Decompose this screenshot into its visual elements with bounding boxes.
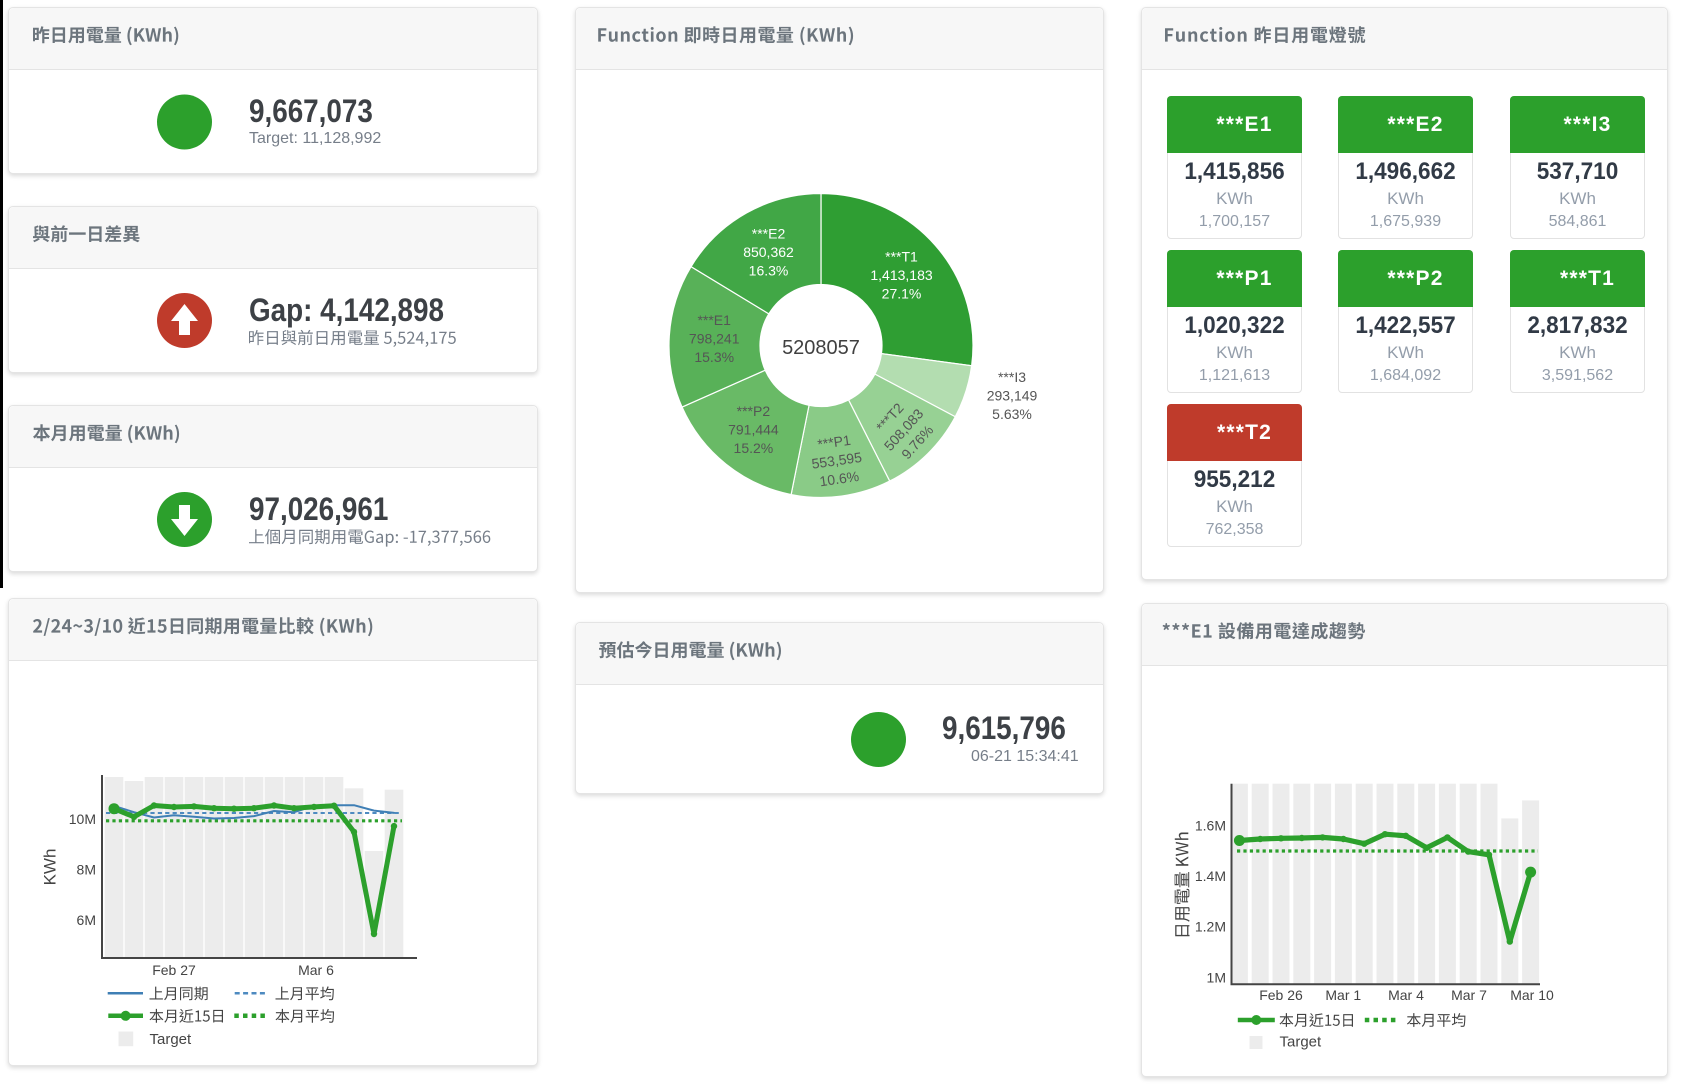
svg-text:553,595: 553,595 (811, 449, 864, 472)
svg-text:***I3: ***I3 (998, 369, 1026, 385)
svg-text:5.63%: 5.63% (992, 406, 1032, 422)
svg-text:15.3%: 15.3% (694, 349, 734, 365)
svg-text:16.3%: 16.3% (749, 263, 789, 279)
svg-text:***E2: ***E2 (752, 226, 786, 242)
svg-text:***P1: ***P1 (816, 432, 852, 453)
svg-text:8M: 8M (77, 862, 96, 878)
svg-text:10.6%: 10.6% (818, 468, 860, 489)
svg-text:Feb 26: Feb 26 (1259, 987, 1303, 1003)
svg-text:10M: 10M (69, 811, 96, 827)
svg-text:293,149: 293,149 (987, 387, 1038, 403)
svg-text:Target: Target (1280, 1034, 1323, 1051)
svg-text:1M: 1M (1207, 969, 1226, 985)
svg-text:27.1%: 27.1% (882, 286, 922, 302)
svg-text:***E1: ***E1 (697, 312, 731, 328)
svg-text:Mar 10: Mar 10 (1510, 987, 1554, 1003)
svg-text:Mar 7: Mar 7 (1451, 987, 1487, 1003)
svg-text:15.2%: 15.2% (734, 440, 774, 456)
svg-text:Mar 4: Mar 4 (1388, 987, 1424, 1003)
svg-text:KWh: KWh (41, 849, 60, 886)
svg-text:Feb 27: Feb 27 (152, 962, 196, 978)
svg-text:1.6M: 1.6M (1195, 817, 1226, 833)
svg-text:1,413,183: 1,413,183 (870, 267, 932, 283)
svg-text:Target: Target (150, 1031, 193, 1048)
svg-text:***T1: ***T1 (885, 249, 918, 265)
svg-text:Mar 1: Mar 1 (1325, 987, 1361, 1003)
svg-text:6M: 6M (77, 912, 96, 928)
svg-text:850,362: 850,362 (743, 244, 794, 260)
svg-text:1.4M: 1.4M (1195, 868, 1226, 884)
svg-text:***P2: ***P2 (737, 403, 771, 419)
svg-text:1.2M: 1.2M (1195, 919, 1226, 935)
svg-text:791,444: 791,444 (728, 422, 779, 438)
svg-text:5208057: 5208057 (782, 337, 860, 359)
svg-text:798,241: 798,241 (689, 331, 740, 347)
svg-text:Mar 6: Mar 6 (298, 962, 334, 978)
